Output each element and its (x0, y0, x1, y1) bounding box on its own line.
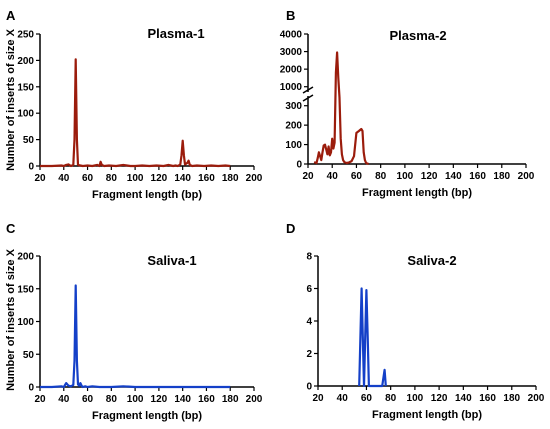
x-tick-label: 80 (375, 171, 387, 182)
x-tick-label: 140 (445, 171, 462, 182)
y-tick-label: 2 (306, 349, 312, 360)
panel-d: 20 40 60 80 100 120 140 160 180 200 0 2 4 6 8 D Saliva-2… (286, 221, 545, 421)
y-tick-label: 0 (28, 162, 34, 173)
series-line (358, 287, 387, 388)
x-tick-label: 180 (503, 393, 520, 404)
y-tick-label: 0 (28, 383, 34, 394)
y-tick-label: 4000 (280, 30, 303, 41)
y-tick-label: 100 (17, 317, 34, 328)
y-tick-label: 50 (23, 135, 35, 146)
x-tick-label: 160 (198, 394, 215, 405)
x-tick-label: 120 (151, 173, 168, 184)
y-axis-label: Number of inserts of size X (5, 28, 17, 170)
x-axis-label: Fragment length (bp) (362, 187, 472, 199)
panel-letter: A (6, 8, 16, 23)
x-tick-label: 60 (351, 171, 363, 182)
y-tick-label: 300 (285, 101, 302, 112)
x-tick-label: 80 (106, 173, 118, 184)
y-tick-label: 200 (17, 252, 34, 263)
y-tick-label: 1000 (280, 82, 303, 93)
panel-c: 20 40 60 80 100 120 140 160 180 200 0 50 100 150 200 C S… (5, 221, 263, 422)
x-axis-label: Fragment length (bp) (372, 409, 482, 421)
x-tick-label: 40 (327, 171, 339, 182)
y-tick-label: 100 (17, 109, 34, 120)
x-tick-label: 20 (312, 393, 324, 404)
x-axis-label: Fragment length (bp) (92, 189, 202, 201)
y-tick-label: 6 (306, 284, 312, 295)
series-line (40, 58, 231, 168)
x-tick-label: 100 (127, 394, 144, 405)
x-tick-label: 40 (337, 393, 349, 404)
axis-break-mark (302, 86, 314, 94)
y-tick-label: 50 (23, 350, 35, 361)
x-tick-label: 100 (127, 173, 144, 184)
x-axis-label: Fragment length (bp) (92, 410, 202, 422)
x-tick-label: 80 (106, 394, 118, 405)
y-tick-label: 100 (285, 140, 302, 151)
x-tick-label: 200 (518, 171, 535, 182)
panel-title: Plasma-2 (389, 28, 446, 43)
series-line (40, 284, 231, 389)
y-tick-label: 200 (285, 121, 302, 132)
panel-b: 20 40 60 80 100 120 140 160 180 20001002003001000… (280, 8, 535, 199)
x-tick-label: 200 (246, 173, 263, 184)
panel-a: 20 40 60 80 100 120 140 160 180 200 0 50 100 150 200 25… (5, 8, 263, 201)
x-tick-label: 140 (174, 394, 191, 405)
y-tick-label: 0 (306, 382, 312, 393)
x-tick-label: 60 (361, 393, 373, 404)
y-tick-label: 8 (306, 252, 312, 263)
y-tick-label: 2000 (280, 65, 303, 76)
x-tick-label: 60 (82, 173, 94, 184)
x-tick-label: 20 (34, 394, 46, 405)
x-tick-label: 200 (528, 393, 545, 404)
x-tick-label: 180 (493, 171, 510, 182)
x-tick-label: 200 (246, 394, 263, 405)
x-tick-label: 160 (198, 173, 215, 184)
x-tick-label: 180 (222, 173, 239, 184)
x-tick-label: 20 (302, 171, 314, 182)
y-tick-label: 3000 (280, 47, 303, 58)
x-tick-label: 40 (58, 173, 70, 184)
panel-title: Saliva-2 (407, 253, 456, 268)
x-tick-label: 120 (421, 171, 438, 182)
y-tick-label: 150 (17, 82, 34, 93)
x-tick-label: 60 (82, 394, 94, 405)
x-tick-label: 120 (151, 394, 168, 405)
x-tick-label: 140 (455, 393, 472, 404)
panel-title: Saliva-1 (147, 253, 196, 268)
panel-letter: B (286, 8, 295, 23)
y-tick-label: 0 (296, 160, 302, 171)
panel-title: Plasma-1 (147, 26, 204, 41)
x-tick-label: 80 (385, 393, 397, 404)
x-tick-label: 120 (431, 393, 448, 404)
x-tick-label: 160 (469, 171, 486, 182)
y-tick-label: 200 (17, 56, 34, 67)
y-axis-label: Number of inserts of size X (5, 248, 17, 390)
x-tick-label: 140 (174, 173, 191, 184)
panel-letter: D (286, 221, 295, 236)
x-tick-label: 100 (397, 171, 414, 182)
x-tick-label: 100 (407, 393, 424, 404)
y-tick-label: 250 (17, 30, 34, 41)
axis-break-mark (302, 94, 314, 102)
series-line (313, 51, 370, 166)
y-tick-label: 4 (306, 317, 312, 328)
x-tick-label: 20 (34, 173, 46, 184)
panel-letter: C (6, 221, 16, 236)
y-tick-label: 150 (17, 284, 34, 295)
x-tick-label: 160 (479, 393, 496, 404)
x-tick-label: 180 (222, 394, 239, 405)
x-tick-label: 40 (58, 394, 70, 405)
